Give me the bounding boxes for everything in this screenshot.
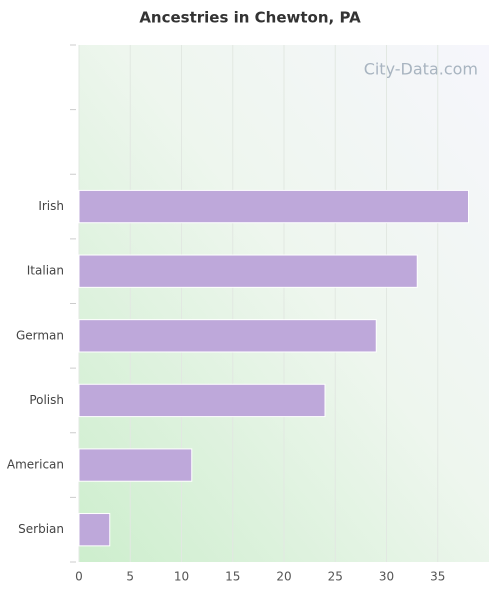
bar [78, 254, 418, 288]
x-tick-label: 25 [328, 570, 343, 584]
x-tick-label: 10 [174, 570, 189, 584]
x-tick-label: 20 [276, 570, 291, 584]
x-tick-label: 5 [126, 570, 134, 584]
bar [78, 513, 111, 547]
watermark: City-Data.com [364, 60, 478, 79]
x-tick-label: 15 [225, 570, 240, 584]
y-tick-label: American [7, 458, 64, 472]
y-tick-label: German [16, 328, 64, 342]
bar [78, 383, 326, 418]
x-tick-label: 0 [75, 570, 83, 584]
y-tick-label: Serbian [18, 522, 64, 536]
y-tick-label: Italian [27, 264, 64, 278]
y-tick-label: Irish [38, 199, 64, 213]
chart-title: Ancestries in Chewton, PA [139, 9, 361, 27]
x-tick-label: 35 [430, 570, 445, 584]
bar [78, 319, 377, 353]
bar [78, 448, 193, 482]
y-tick-label: Polish [29, 393, 64, 407]
bar [78, 189, 469, 224]
x-tick-label: 30 [379, 570, 394, 584]
